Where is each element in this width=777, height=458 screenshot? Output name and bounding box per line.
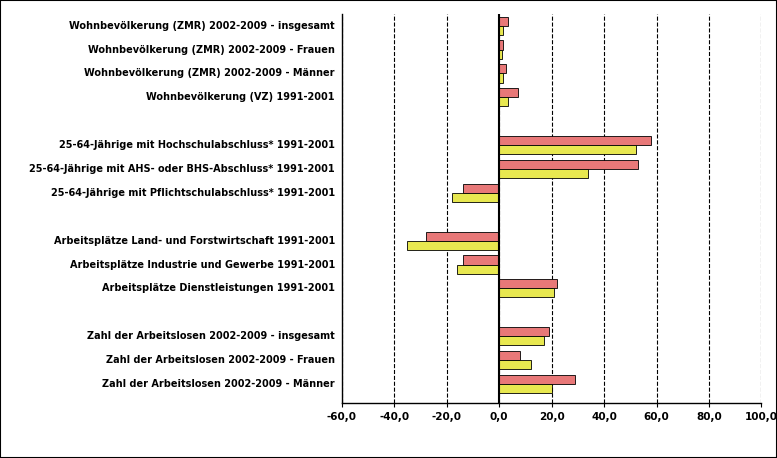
Bar bbox=[499, 169, 588, 178]
Bar bbox=[462, 256, 499, 265]
Text: Arbeitsplätze Industrie und Gewerbe 1991-2001: Arbeitsplätze Industrie und Gewerbe 1991… bbox=[70, 260, 335, 269]
Bar bbox=[499, 16, 508, 26]
Text: Zahl der Arbeitslosen 2002-2009 - Männer: Zahl der Arbeitslosen 2002-2009 - Männer bbox=[103, 379, 335, 389]
Bar bbox=[499, 160, 638, 169]
Text: 25-64-Jährige mit AHS- oder BHS-Abschluss* 1991-2001: 25-64-Jährige mit AHS- oder BHS-Abschlus… bbox=[30, 164, 335, 174]
Bar bbox=[499, 384, 552, 393]
Bar bbox=[499, 375, 575, 384]
Bar bbox=[499, 73, 503, 82]
Text: Wohnbevölkerung (ZMR) 2002-2009 - insgesamt: Wohnbevölkerung (ZMR) 2002-2009 - insges… bbox=[69, 21, 335, 31]
Bar bbox=[452, 193, 499, 202]
Bar bbox=[499, 327, 549, 336]
Text: Zahl der Arbeitslosen 2002-2009 - Frauen: Zahl der Arbeitslosen 2002-2009 - Frauen bbox=[106, 355, 335, 365]
Bar bbox=[499, 289, 554, 298]
Bar bbox=[499, 145, 636, 154]
Bar bbox=[499, 351, 521, 360]
Text: 25-64-Jährige mit Hochschulabschluss* 1991-2001: 25-64-Jährige mit Hochschulabschluss* 19… bbox=[59, 140, 335, 150]
Bar bbox=[407, 240, 499, 250]
Bar bbox=[499, 136, 651, 145]
Text: Arbeitsplätze Land- und Forstwirtschaft 1991-2001: Arbeitsplätze Land- und Forstwirtschaft … bbox=[54, 235, 335, 245]
Bar bbox=[499, 98, 508, 106]
Bar bbox=[499, 88, 517, 98]
Legend: Vöcklabruck, Oberösterreich: Vöcklabruck, Oberösterreich bbox=[418, 455, 685, 458]
Bar bbox=[499, 65, 506, 73]
Text: 25-64-Jährige mit Pflichtschulabschluss* 1991-2001: 25-64-Jährige mit Pflichtschulabschluss*… bbox=[51, 188, 335, 198]
Bar bbox=[499, 279, 557, 289]
Bar bbox=[457, 265, 499, 273]
Bar bbox=[499, 40, 503, 49]
Text: Wohnbevölkerung (ZMR) 2002-2009 - Männer: Wohnbevölkerung (ZMR) 2002-2009 - Männer bbox=[85, 68, 335, 78]
Text: Arbeitsplätze Dienstleistungen 1991-2001: Arbeitsplätze Dienstleistungen 1991-2001 bbox=[102, 284, 335, 294]
Bar bbox=[499, 26, 503, 35]
Bar bbox=[462, 184, 499, 193]
Text: Wohnbevölkerung (VZ) 1991-2001: Wohnbevölkerung (VZ) 1991-2001 bbox=[146, 93, 335, 102]
Bar bbox=[499, 49, 502, 59]
Bar bbox=[499, 360, 531, 369]
Bar bbox=[426, 232, 499, 240]
Text: Wohnbevölkerung (ZMR) 2002-2009 - Frauen: Wohnbevölkerung (ZMR) 2002-2009 - Frauen bbox=[88, 44, 335, 55]
Text: Zahl der Arbeitslosen 2002-2009 - insgesamt: Zahl der Arbeitslosen 2002-2009 - insges… bbox=[87, 331, 335, 341]
Bar bbox=[499, 336, 544, 345]
